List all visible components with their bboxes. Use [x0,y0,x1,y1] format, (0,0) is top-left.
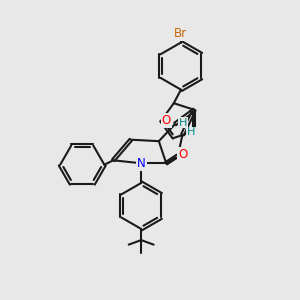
Text: H: H [187,128,195,137]
Text: H: H [179,118,188,128]
Text: N: N [137,157,146,170]
Text: O: O [162,114,171,127]
Text: O: O [178,148,187,161]
Text: Br: Br [174,27,188,40]
